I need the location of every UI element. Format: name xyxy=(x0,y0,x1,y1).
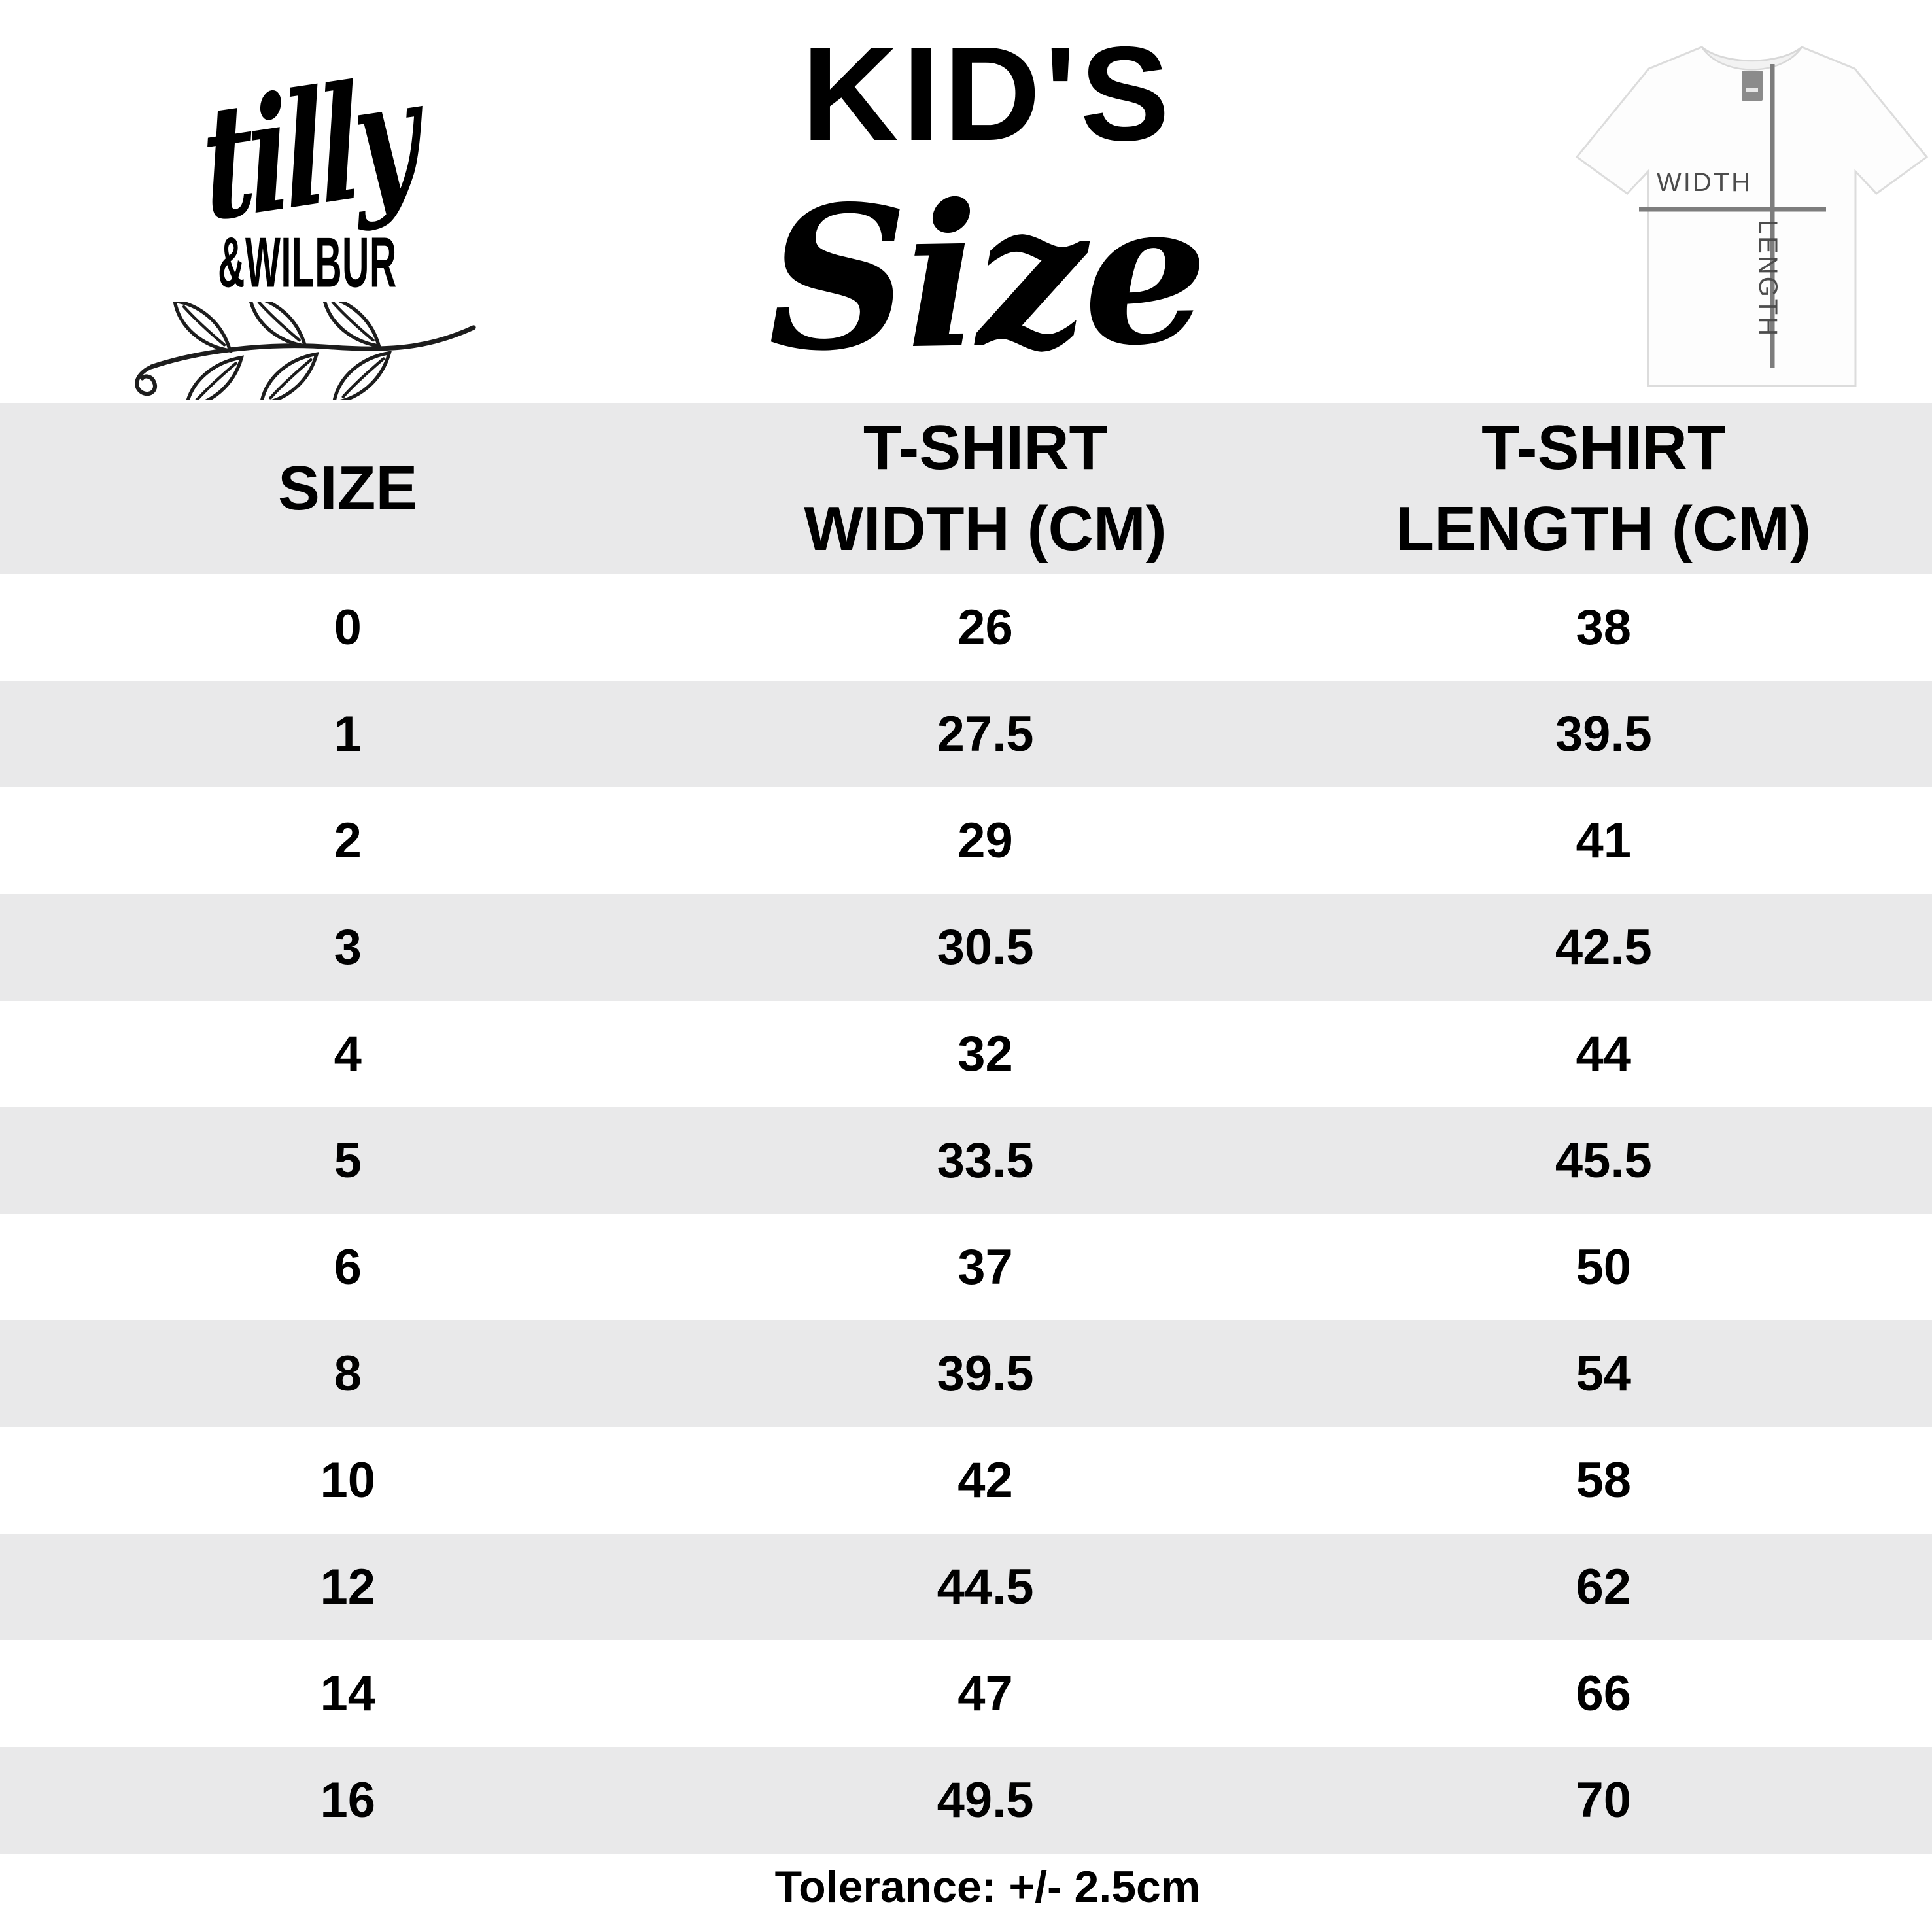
cell-length: 39.5 xyxy=(1555,706,1652,762)
cell-length: 66 xyxy=(1576,1666,1632,1721)
table-row: 12 44.5 62 xyxy=(0,1534,1932,1640)
cell-width: 39.5 xyxy=(937,1346,1034,1402)
cell-size: 12 xyxy=(320,1559,375,1615)
cell-size: 3 xyxy=(334,920,362,975)
page-title-block: KID'S Size Chart xyxy=(458,19,1517,612)
cell-length: 70 xyxy=(1576,1772,1632,1828)
cell-length: 42.5 xyxy=(1555,920,1652,975)
laurel-branch-icon xyxy=(135,302,476,400)
cell-length: 38 xyxy=(1576,600,1632,655)
brand-logo: tilly &WILBUR xyxy=(98,43,517,400)
cell-size: 14 xyxy=(320,1666,375,1721)
cell-length: 41 xyxy=(1576,813,1632,869)
header-tshirt-length: T-SHIRT LENGTH (CM) xyxy=(1396,413,1812,564)
cell-width: 37 xyxy=(957,1239,1013,1295)
cell-size: 10 xyxy=(320,1453,375,1508)
width-label: WIDTH xyxy=(1657,168,1752,197)
cell-size: 1 xyxy=(334,706,362,762)
cell-size: 0 xyxy=(334,600,362,655)
cell-width: 32 xyxy=(957,1026,1013,1082)
table-row: 5 33.5 45.5 xyxy=(0,1107,1932,1214)
table-body: 0 26 38 1 27.5 39.5 2 29 41 3 30.5 42.5 … xyxy=(0,574,1932,1854)
cell-width: 29 xyxy=(957,813,1013,869)
cell-width: 47 xyxy=(957,1666,1013,1721)
size-table: SIZE T-SHIRT WIDTH (CM) T-SHIRT LENGTH (… xyxy=(0,403,1932,1854)
table-header-row: SIZE T-SHIRT WIDTH (CM) T-SHIRT LENGTH (… xyxy=(0,403,1932,574)
table-row: 14 47 66 xyxy=(0,1640,1932,1747)
cell-length: 44 xyxy=(1576,1026,1632,1082)
cell-length: 62 xyxy=(1576,1559,1632,1615)
cell-width: 30.5 xyxy=(937,920,1034,975)
cell-size: 5 xyxy=(334,1133,362,1188)
cell-length: 58 xyxy=(1576,1453,1632,1508)
header-tshirt-width: T-SHIRT WIDTH (CM) xyxy=(804,413,1167,564)
cell-width: 42 xyxy=(957,1453,1013,1508)
tolerance-note: Tolerance: +/- 2.5cm xyxy=(774,1862,1201,1912)
tshirt-neck-tag xyxy=(1742,71,1763,101)
table-row: 4 32 44 xyxy=(0,1001,1932,1107)
cell-size: 8 xyxy=(334,1346,362,1402)
cell-length: 50 xyxy=(1576,1239,1632,1295)
cell-length: 54 xyxy=(1576,1346,1632,1402)
tshirt-diagram: WIDTH LENGTH xyxy=(1575,46,1929,387)
cell-width: 33.5 xyxy=(937,1133,1034,1188)
table-row: 1 27.5 39.5 xyxy=(0,681,1932,787)
table-row: 2 29 41 xyxy=(0,787,1932,894)
tshirt-collar xyxy=(1700,46,1803,71)
cell-size: 4 xyxy=(334,1026,362,1082)
table-row: 6 37 50 xyxy=(0,1214,1932,1320)
table-row: 10 42 58 xyxy=(0,1427,1932,1534)
table-row: 0 26 38 xyxy=(0,574,1932,681)
cell-width: 49.5 xyxy=(937,1772,1034,1828)
cell-width: 26 xyxy=(957,600,1013,655)
cell-size: 2 xyxy=(334,813,362,869)
cell-size: 16 xyxy=(320,1772,375,1828)
cell-length: 45.5 xyxy=(1555,1133,1652,1188)
page-title-kicker: KID'S xyxy=(801,19,1174,169)
cell-size: 6 xyxy=(334,1239,362,1295)
table-row: 16 49.5 70 xyxy=(0,1747,1932,1854)
cell-width: 27.5 xyxy=(937,706,1034,762)
table-row: 8 39.5 54 xyxy=(0,1320,1932,1427)
length-label: LENGTH xyxy=(1753,220,1782,337)
brand-caps-name: &WILBUR xyxy=(218,223,397,303)
cell-width: 44.5 xyxy=(937,1559,1034,1615)
table-row: 3 30.5 42.5 xyxy=(0,894,1932,1001)
header-size: SIZE xyxy=(278,453,418,523)
